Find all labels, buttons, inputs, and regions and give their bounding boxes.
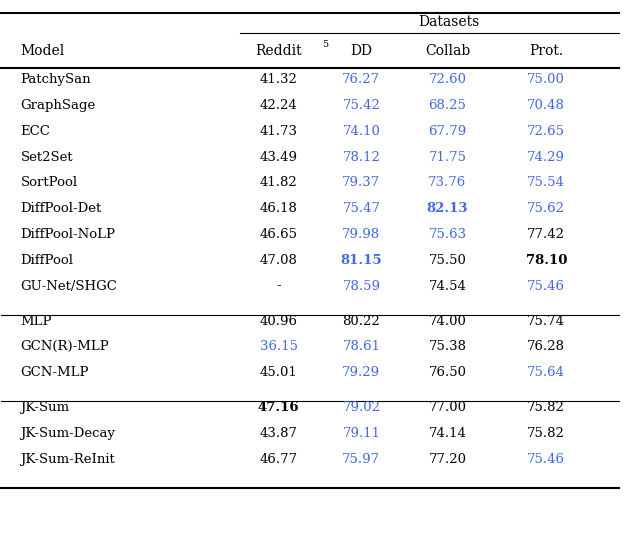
Text: GraphSage: GraphSage bbox=[20, 99, 96, 112]
Text: GU-Net/SHGC: GU-Net/SHGC bbox=[20, 280, 117, 293]
Text: 5: 5 bbox=[322, 40, 328, 49]
Text: 71.75: 71.75 bbox=[428, 151, 467, 164]
Text: 75.82: 75.82 bbox=[527, 427, 565, 440]
Text: 73.76: 73.76 bbox=[428, 177, 467, 190]
Text: 76.28: 76.28 bbox=[527, 340, 565, 353]
Text: GCN-MLP: GCN-MLP bbox=[20, 366, 89, 379]
Text: 74.14: 74.14 bbox=[429, 427, 467, 440]
Text: 46.65: 46.65 bbox=[260, 228, 298, 241]
Text: 75.42: 75.42 bbox=[342, 99, 380, 112]
Text: Collab: Collab bbox=[425, 44, 470, 58]
Text: 77.00: 77.00 bbox=[428, 401, 467, 414]
Text: 74.00: 74.00 bbox=[429, 314, 467, 328]
Text: 74.10: 74.10 bbox=[342, 125, 380, 138]
Text: 79.37: 79.37 bbox=[342, 177, 381, 190]
Text: 40.96: 40.96 bbox=[260, 314, 298, 328]
Text: 46.77: 46.77 bbox=[259, 453, 298, 465]
Text: 79.11: 79.11 bbox=[342, 427, 380, 440]
Text: JK-Sum-Decay: JK-Sum-Decay bbox=[20, 427, 115, 440]
Text: 81.15: 81.15 bbox=[340, 254, 382, 267]
Text: 46.18: 46.18 bbox=[260, 202, 298, 215]
Text: 68.25: 68.25 bbox=[429, 99, 467, 112]
Text: 75.50: 75.50 bbox=[429, 254, 467, 267]
Text: 77.42: 77.42 bbox=[527, 228, 565, 241]
Text: 82.13: 82.13 bbox=[427, 202, 468, 215]
Text: 78.12: 78.12 bbox=[342, 151, 380, 164]
Text: JK-Sum-ReInit: JK-Sum-ReInit bbox=[20, 453, 115, 465]
Text: 76.27: 76.27 bbox=[342, 73, 381, 86]
Text: 75.00: 75.00 bbox=[527, 73, 565, 86]
Text: 41.82: 41.82 bbox=[260, 177, 298, 190]
Text: 67.79: 67.79 bbox=[428, 125, 467, 138]
Text: PatchySan: PatchySan bbox=[20, 73, 91, 86]
Text: 77.20: 77.20 bbox=[428, 453, 467, 465]
Text: 47.08: 47.08 bbox=[260, 254, 298, 267]
Text: 70.48: 70.48 bbox=[527, 99, 565, 112]
Text: 78.61: 78.61 bbox=[342, 340, 380, 353]
Text: DiffPool-NoLP: DiffPool-NoLP bbox=[20, 228, 115, 241]
Text: 43.87: 43.87 bbox=[260, 427, 298, 440]
Text: 47.16: 47.16 bbox=[258, 401, 300, 414]
Text: 36.15: 36.15 bbox=[260, 340, 298, 353]
Text: 75.54: 75.54 bbox=[527, 177, 565, 190]
Text: GCN(R)-MLP: GCN(R)-MLP bbox=[20, 340, 109, 353]
Text: 75.47: 75.47 bbox=[342, 202, 380, 215]
Text: 75.62: 75.62 bbox=[527, 202, 565, 215]
Text: 75.38: 75.38 bbox=[428, 340, 467, 353]
Text: 75.46: 75.46 bbox=[527, 280, 565, 293]
Text: ECC: ECC bbox=[20, 125, 51, 138]
Text: 41.32: 41.32 bbox=[260, 73, 298, 86]
Text: 79.98: 79.98 bbox=[342, 228, 381, 241]
Text: 43.49: 43.49 bbox=[260, 151, 298, 164]
Text: 75.64: 75.64 bbox=[527, 366, 565, 379]
Text: 78.10: 78.10 bbox=[525, 254, 567, 267]
Text: Reddit: Reddit bbox=[255, 44, 302, 58]
Text: 75.82: 75.82 bbox=[527, 401, 565, 414]
Text: 45.01: 45.01 bbox=[260, 366, 298, 379]
Text: 76.50: 76.50 bbox=[428, 366, 467, 379]
Text: DiffPool: DiffPool bbox=[20, 254, 74, 267]
Text: SortPool: SortPool bbox=[20, 177, 77, 190]
Text: MLP: MLP bbox=[20, 314, 52, 328]
Text: 42.24: 42.24 bbox=[260, 99, 298, 112]
Text: 72.65: 72.65 bbox=[527, 125, 565, 138]
Text: Prot.: Prot. bbox=[529, 44, 563, 58]
Text: DiffPool-Det: DiffPool-Det bbox=[20, 202, 102, 215]
Text: 75.46: 75.46 bbox=[527, 453, 565, 465]
Text: Set2Set: Set2Set bbox=[20, 151, 73, 164]
Text: 78.59: 78.59 bbox=[342, 280, 380, 293]
Text: 72.60: 72.60 bbox=[428, 73, 467, 86]
Text: 79.29: 79.29 bbox=[342, 366, 381, 379]
Text: 75.63: 75.63 bbox=[428, 228, 467, 241]
Text: 74.29: 74.29 bbox=[527, 151, 565, 164]
Text: -: - bbox=[276, 280, 281, 293]
Text: 75.74: 75.74 bbox=[527, 314, 565, 328]
Text: DD: DD bbox=[351, 44, 372, 58]
Text: 75.97: 75.97 bbox=[342, 453, 381, 465]
Text: 74.54: 74.54 bbox=[429, 280, 467, 293]
Text: 79.02: 79.02 bbox=[342, 401, 380, 414]
Text: 80.22: 80.22 bbox=[342, 314, 380, 328]
Text: Datasets: Datasets bbox=[419, 15, 479, 29]
Text: JK-Sum: JK-Sum bbox=[20, 401, 70, 414]
Text: 41.73: 41.73 bbox=[260, 125, 298, 138]
Text: Model: Model bbox=[20, 44, 65, 58]
